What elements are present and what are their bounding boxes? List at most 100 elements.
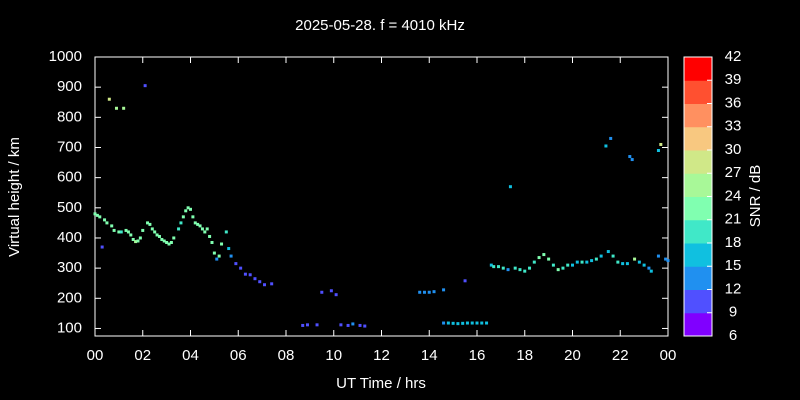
data-point <box>198 224 202 228</box>
data-point <box>456 322 460 326</box>
colorbar-band <box>684 312 712 337</box>
data-point <box>346 323 350 327</box>
x-tick-label: 06 <box>230 347 247 364</box>
data-point <box>642 263 646 267</box>
data-point <box>98 215 102 219</box>
y-tick-label: 200 <box>57 289 82 306</box>
data-point <box>200 227 204 231</box>
data-point <box>110 224 114 228</box>
data-point <box>258 280 262 284</box>
data-point <box>492 265 496 269</box>
colorbar-band <box>684 243 712 267</box>
data-point <box>141 228 145 232</box>
data-point <box>446 321 450 325</box>
colorbar-band <box>684 196 712 221</box>
y-tick-label: 1000 <box>49 48 82 65</box>
data-point <box>480 321 484 325</box>
data-point <box>590 259 594 263</box>
data-point <box>599 254 603 258</box>
data-point <box>169 240 173 244</box>
data-point <box>227 247 231 251</box>
data-point <box>628 155 632 159</box>
x-tick-label: 10 <box>325 347 342 364</box>
data-point <box>611 254 615 258</box>
data-point <box>616 260 620 264</box>
data-point <box>532 260 536 264</box>
data-point <box>215 257 219 261</box>
data-point <box>205 227 209 231</box>
data-point <box>239 266 243 270</box>
data-point <box>177 227 181 231</box>
data-point <box>463 279 467 283</box>
data-point <box>461 321 465 325</box>
data-point <box>427 290 431 294</box>
data-point <box>315 323 319 327</box>
data-point <box>585 260 589 264</box>
data-point <box>119 230 123 234</box>
colorbar-tick-label: 33 <box>725 118 742 135</box>
x-axis-label: UT Time / hrs <box>336 375 426 392</box>
data-point <box>263 283 267 287</box>
x-tick-label: 04 <box>182 347 199 364</box>
data-point <box>100 245 104 249</box>
data-point <box>442 288 446 292</box>
y-tick-label: 600 <box>57 169 82 186</box>
data-point <box>234 262 238 266</box>
data-point <box>339 323 343 327</box>
data-point <box>580 260 584 264</box>
data-point <box>184 209 188 213</box>
colorbar-band <box>684 219 712 244</box>
data-point <box>351 322 355 326</box>
data-point <box>143 84 147 88</box>
data-point <box>146 221 150 225</box>
data-point <box>210 240 214 244</box>
data-point <box>167 242 171 246</box>
data-point <box>105 221 109 225</box>
colorbar-band <box>684 57 712 81</box>
colorbar-band <box>684 266 712 290</box>
data-point <box>664 257 668 261</box>
y-tick-label: 700 <box>57 138 82 155</box>
x-tick-label: 22 <box>612 347 629 364</box>
data-point <box>172 236 176 240</box>
x-tick-label: 00 <box>660 347 677 364</box>
data-point <box>248 273 252 277</box>
data-point <box>518 268 522 272</box>
colorbar-band <box>684 103 712 128</box>
data-point <box>122 106 126 110</box>
colorbar-tick-label: 15 <box>725 257 742 274</box>
data-point <box>508 185 512 189</box>
data-point <box>229 254 233 258</box>
data-point <box>496 265 500 269</box>
data-point <box>189 207 192 211</box>
data-point <box>193 221 197 225</box>
data-point <box>470 321 474 325</box>
data-point <box>112 228 116 232</box>
data-point <box>575 260 579 264</box>
data-point <box>358 323 362 327</box>
data-point <box>153 230 157 234</box>
colorbar-band <box>684 173 712 197</box>
data-point <box>485 321 489 325</box>
y-tick-label: 800 <box>57 108 82 125</box>
y-axis-label: Virtual height / km <box>6 137 23 257</box>
data-point <box>630 158 634 162</box>
x-tick-label: 18 <box>516 347 533 364</box>
data-point <box>566 263 570 267</box>
data-point <box>114 106 118 110</box>
data-point <box>103 218 107 222</box>
data-point <box>155 233 159 237</box>
data-point <box>179 221 183 225</box>
data-point <box>212 251 216 255</box>
data-point <box>95 213 99 217</box>
colorbar-tick-label: 18 <box>725 234 742 251</box>
y-tick-label: 400 <box>57 229 82 246</box>
y-tick-label: 300 <box>57 259 82 276</box>
data-point <box>666 259 670 263</box>
colorbar-band <box>684 80 712 104</box>
data-point <box>160 237 164 241</box>
data-point <box>609 136 613 140</box>
data-point <box>320 290 324 294</box>
data-point <box>656 149 660 153</box>
